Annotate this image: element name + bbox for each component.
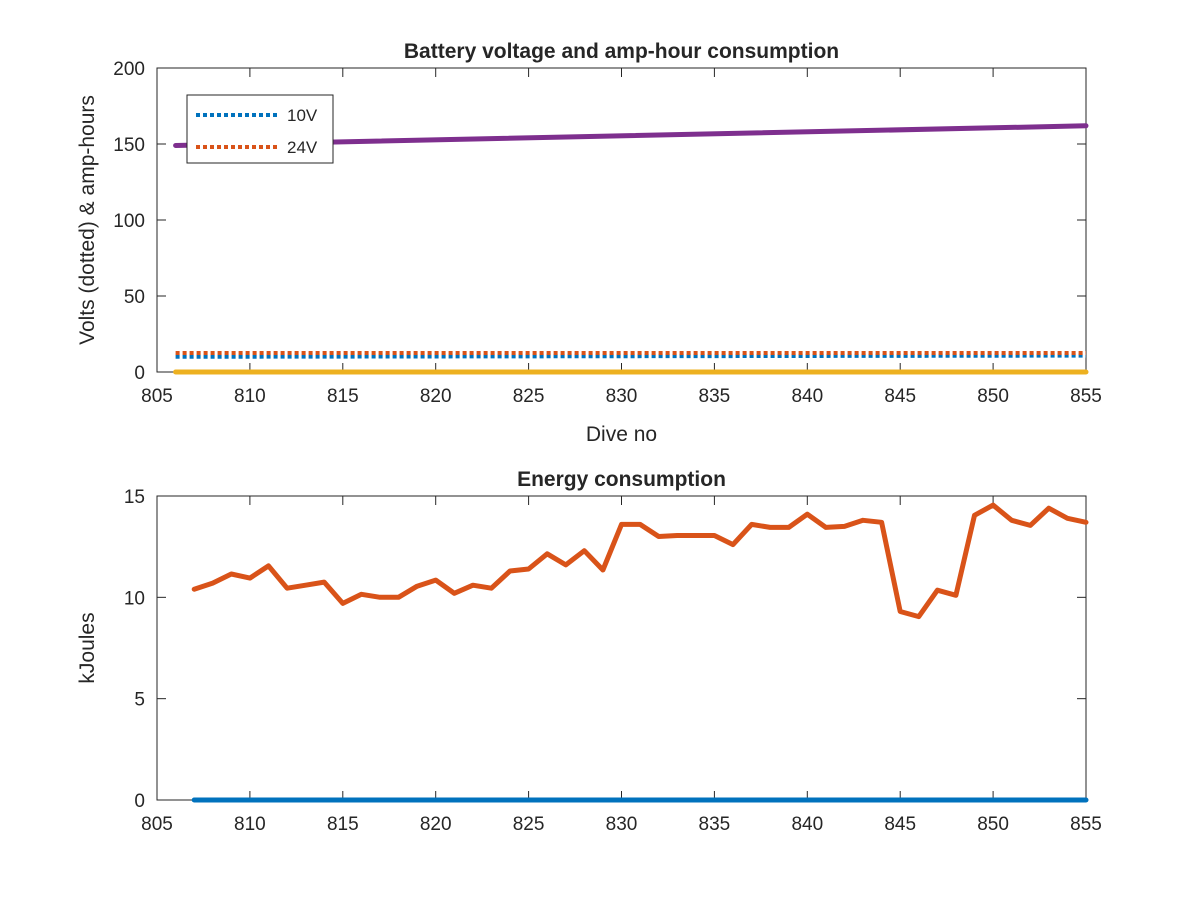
chart-1-series-0-line (191, 502, 1089, 620)
chart-0-xtick-label: 825 (513, 386, 545, 407)
chart-0-xtick-label: 805 (141, 386, 173, 407)
chart-1-xtick-label: 850 (977, 814, 1009, 835)
chart-0-xtick-label: 815 (327, 386, 359, 407)
top-axes: 805 810 815 820 825 830 835 840 845 850 855 0 50 100 1… (76, 40, 1102, 446)
chart-1-xtick-label: 845 (884, 814, 916, 835)
chart-0-ytick-label: 200 (113, 59, 145, 80)
chart-1-title: Energy consumption (517, 468, 726, 491)
chart-0-ytick-label: 0 (134, 363, 145, 384)
chart-0-xtick-label: 835 (699, 386, 731, 407)
chart-0-xlabel: Dive no (586, 423, 657, 446)
chart-1-xtick-label: 855 (1070, 814, 1102, 835)
chart-0-legend-label-10v: 10V (287, 106, 318, 125)
chart-1-xtick-label: 830 (606, 814, 638, 835)
chart-1-ytick-label: 0 (134, 791, 145, 812)
bottom-axes: 805 810 815 820 825 830 835 840 845 850 855 0 5 10 15 E… (76, 468, 1102, 835)
chart-1-axes-box (156, 495, 1087, 801)
chart-1-ylabel: kJoules (76, 612, 99, 683)
chart-1-ytick-label: 15 (124, 487, 145, 508)
chart-1-xtick-label: 805 (141, 814, 173, 835)
chart-0-title: Battery voltage and amp-hour consumption (404, 40, 839, 63)
chart-0-legend-label-24v: 24V (287, 138, 318, 157)
chart-1-ytick-label: 10 (124, 588, 145, 609)
chart-0-ytick-label: 50 (124, 287, 145, 308)
chart-0-ytick-label: 150 (113, 135, 145, 156)
chart-1-xtick-label: 835 (699, 814, 731, 835)
chart-0-xtick-label: 850 (977, 386, 1009, 407)
chart-0-xtick-label: 820 (420, 386, 452, 407)
chart-0-series-10v-line (175, 353, 1087, 359)
chart-0-ylabel: Volts (dotted) & amp-hours (76, 95, 99, 345)
chart-1-ytick-label: 5 (134, 690, 145, 711)
chart-1-xtick-label: 840 (791, 814, 823, 835)
chart-0-xtick-label: 830 (606, 386, 638, 407)
chart-1-xtick-label: 825 (513, 814, 545, 835)
chart-0-xtick-label: 810 (234, 386, 266, 407)
chart-0-xtick-label: 840 (791, 386, 823, 407)
chart-0-xtick-label: 845 (884, 386, 916, 407)
chart-1-xtick-label: 820 (420, 814, 452, 835)
chart-0-ytick-label: 100 (113, 211, 145, 232)
chart-1-xtick-label: 810 (234, 814, 266, 835)
chart-1-xtick-label: 815 (327, 814, 359, 835)
chart-0-xtick-label: 855 (1070, 386, 1102, 407)
chart-0-legend (186, 94, 334, 164)
